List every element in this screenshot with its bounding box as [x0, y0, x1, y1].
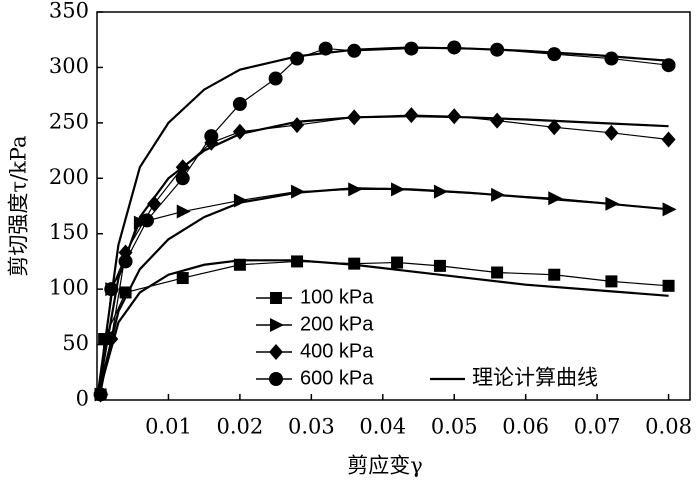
data-point — [661, 131, 676, 148]
legend-marker — [269, 344, 283, 360]
data-point — [268, 71, 283, 86]
data-point — [548, 268, 561, 281]
data-point — [491, 187, 506, 202]
series-line — [99, 188, 669, 395]
x-tick-label: 0.03 — [288, 415, 335, 439]
x-tick-label: 0.07 — [574, 415, 621, 439]
data-point — [233, 193, 248, 208]
data-point — [547, 47, 562, 62]
data-point — [604, 124, 619, 141]
legend-label: 理论计算曲线 — [472, 366, 598, 390]
data-point — [404, 107, 419, 124]
data-point — [490, 112, 505, 129]
data-point — [347, 43, 362, 58]
data-point — [662, 279, 675, 292]
data-point — [104, 282, 119, 297]
legend-marker — [270, 292, 282, 304]
data-point — [291, 184, 306, 199]
data-point — [140, 213, 155, 228]
plot-frame — [96, 11, 691, 401]
data-point — [404, 41, 419, 56]
data-point — [204, 129, 219, 144]
y-tick-label: 0 — [76, 387, 89, 411]
theory-curve — [95, 115, 669, 401]
data-point — [447, 40, 462, 55]
x-axis-label: 剪应变γ — [347, 454, 423, 478]
data-point — [605, 275, 618, 288]
y-tick-label: 250 — [49, 109, 89, 133]
data-point — [433, 184, 448, 199]
series-line — [99, 46, 669, 395]
legend-label: 400 kPa — [300, 340, 374, 362]
data-point — [318, 41, 333, 56]
data-point — [119, 286, 132, 299]
data-point — [662, 202, 677, 217]
data-point — [175, 171, 190, 186]
data-point — [176, 204, 191, 219]
data-point — [104, 331, 119, 348]
data-point — [391, 256, 404, 269]
data-point — [290, 51, 305, 66]
legend-label: 200 kPa — [300, 313, 374, 335]
y-tick-label: 300 — [49, 54, 89, 78]
data-point — [291, 255, 304, 268]
legend-marker — [270, 318, 284, 332]
theory-curve — [95, 46, 669, 401]
y-tick-label: 100 — [49, 276, 89, 300]
data-point — [232, 97, 247, 112]
x-tick-label: 0.02 — [217, 415, 264, 439]
data-point — [290, 117, 305, 134]
legend-label: 100 kPa — [300, 286, 374, 308]
series-line — [99, 114, 669, 395]
data-point — [547, 119, 562, 136]
data-point — [348, 257, 361, 270]
data-point — [347, 109, 362, 126]
data-point — [232, 123, 247, 140]
data-point — [348, 182, 363, 197]
data-point — [605, 196, 620, 211]
data-point — [175, 159, 190, 176]
data-point — [491, 266, 504, 279]
data-point — [118, 254, 133, 269]
data-point — [233, 258, 246, 271]
data-point — [604, 51, 619, 66]
data-point — [433, 259, 446, 272]
data-point — [391, 182, 406, 197]
data-point — [93, 387, 108, 402]
x-tick-label: 0.06 — [502, 415, 549, 439]
data-point — [490, 42, 505, 57]
x-tick-label: 0.05 — [431, 415, 478, 439]
legend-label: 600 kPa — [300, 367, 374, 389]
data-point — [447, 108, 462, 125]
data-point — [176, 272, 189, 285]
x-tick-label: 0.04 — [359, 415, 406, 439]
y-tick-label: 150 — [49, 220, 89, 244]
x-tick-label: 0.08 — [645, 415, 692, 439]
legend-marker — [269, 372, 283, 386]
y-tick-label: 50 — [62, 331, 89, 355]
x-tick-label: 0.01 — [145, 415, 192, 439]
data-point — [548, 191, 563, 206]
y-tick-label: 200 — [49, 165, 89, 189]
data-point — [661, 58, 676, 73]
y-tick-label: 350 — [49, 0, 89, 23]
y-axis-label: 剪切强度τ/kPa — [7, 135, 31, 276]
